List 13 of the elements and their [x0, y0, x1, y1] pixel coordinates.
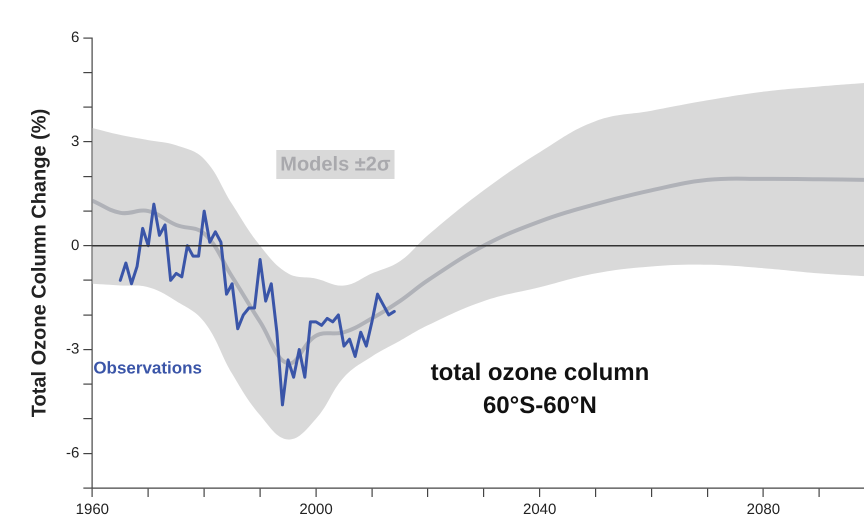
x-tick-label: 2040 — [522, 501, 556, 518]
x-tick-label: 2000 — [299, 501, 333, 518]
y-tick-label: -3 — [66, 340, 80, 358]
y-tick-label: -6 — [66, 444, 80, 462]
text: Observations — [93, 358, 202, 378]
x-tick-label: 2080 — [746, 501, 780, 518]
y-tick-label: 3 — [70, 132, 80, 150]
x-tick-label: 1960 — [76, 501, 110, 518]
y-axis-title: Total Ozone Column Change (%) — [28, 108, 51, 418]
y-tick-label: 6 — [70, 29, 80, 46]
y-tick-label: 0 — [70, 236, 80, 254]
annotation: total ozone column — [430, 358, 650, 386]
annotation: 60°S-60°N — [482, 392, 597, 419]
